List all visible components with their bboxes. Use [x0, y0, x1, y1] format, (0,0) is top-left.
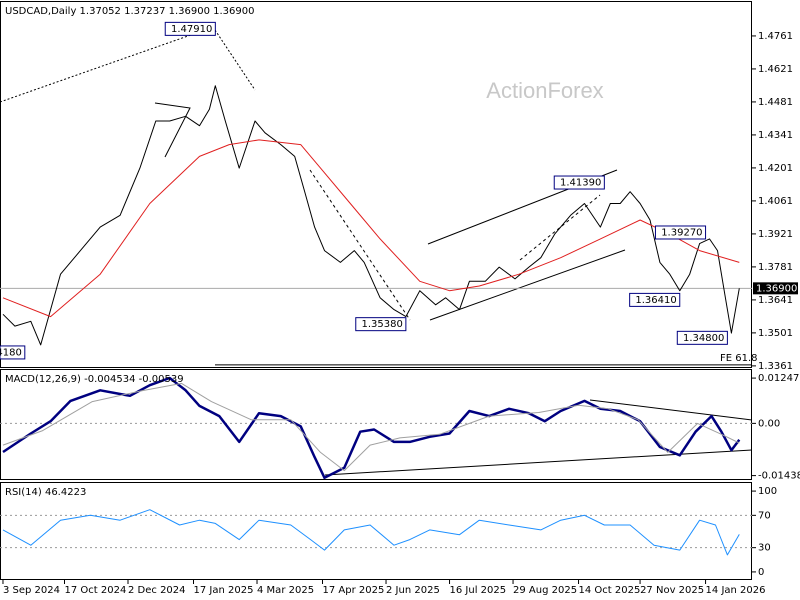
y-tick-label: 1.4761: [758, 31, 793, 42]
y-tick-label: 1.4621: [758, 64, 793, 75]
last-price-box: [753, 282, 798, 295]
price-label-box: [654, 225, 707, 240]
panel-title: MACD(12,26,9) -0.004534 -0.00539: [5, 374, 184, 385]
series-line: [2, 509, 740, 556]
panel-title: USDCAD,Daily 1.37052 1.37237 1.36900 1.3…: [5, 6, 255, 17]
price-label-box: [355, 317, 407, 332]
y-tick-label: 1.3501: [758, 328, 793, 339]
price-label-box: [676, 330, 728, 345]
y-tick-label: 70: [758, 510, 771, 521]
price-label: 1.36410: [635, 295, 676, 306]
price-label: 1.35380: [362, 319, 403, 330]
price-label: 1.47910: [171, 24, 212, 35]
x-tick-label: 16 Jul 2025: [450, 585, 507, 596]
panel-title: RSI(14) 46.4223: [5, 487, 86, 498]
y-tick-label: 1.4481: [758, 97, 793, 108]
trendline: [0, 29, 206, 103]
last-price-label: 1.36900: [756, 283, 797, 294]
channel-line: [429, 249, 626, 321]
watermark: ActionForex: [486, 78, 603, 103]
price-label: 4180: [0, 347, 22, 358]
y-tick-label: 100: [758, 486, 777, 497]
y-tick-label: 0.00: [758, 418, 780, 429]
price-label-box: [0, 345, 26, 360]
x-tick-label: 14 Jan 2026: [706, 585, 766, 596]
x-tick-label: 27 Nov 2025: [640, 585, 704, 596]
macd-trendline: [324, 449, 753, 476]
x-tick-label: 17 Apr 2025: [323, 585, 385, 596]
series-line: [2, 376, 741, 480]
x-tick-label: 29 Aug 2025: [513, 585, 577, 596]
macd-trendline: [589, 399, 753, 421]
y-tick-label: 0: [758, 567, 764, 578]
x-tick-label: 2 Dec 2024: [128, 585, 186, 596]
x-tick-label: 17 Jan 2025: [194, 585, 254, 596]
y-tick-label: 1.3781: [758, 262, 793, 273]
rsi-panel: [0, 482, 752, 580]
y-tick-label: 1.4061: [758, 196, 793, 207]
fe-label: FE 61.8: [720, 353, 758, 364]
series-line: [2, 382, 740, 472]
y-tick-label: -0.014389: [758, 471, 800, 482]
trendline: [214, 29, 256, 91]
y-tick-label: 1.4341: [758, 130, 793, 141]
x-tick-label: 14 Oct 2025: [579, 585, 641, 596]
y-tick-label: 0.012472: [758, 373, 800, 384]
y-tick-label: 1.3921: [758, 229, 793, 240]
price-label: 1.34800: [683, 333, 724, 344]
y-tick-label: 1.3641: [758, 295, 793, 306]
price-panel: [0, 1, 752, 368]
series-line: [2, 139, 740, 318]
y-tick-label: 1.3361: [758, 361, 793, 372]
macd-panel: [0, 369, 752, 480]
price-label: 1.41390: [560, 178, 601, 189]
trendline: [309, 169, 411, 321]
price-label-box: [553, 175, 605, 190]
y-tick-label: 1.4201: [758, 163, 793, 174]
x-tick-label: 2 Jun 2025: [386, 585, 440, 596]
y-tick-label: 30: [758, 543, 771, 554]
triangle: [154, 102, 191, 158]
price-label-box: [164, 21, 216, 36]
price-label: 1.39270: [661, 227, 702, 238]
x-tick-label: 3 Sep 2024: [3, 585, 60, 596]
series-line: [2, 85, 740, 346]
x-tick-label: 4 Mar 2025: [257, 585, 314, 596]
x-tick-label: 17 Oct 2024: [65, 585, 127, 596]
price-label-box: [629, 292, 681, 307]
